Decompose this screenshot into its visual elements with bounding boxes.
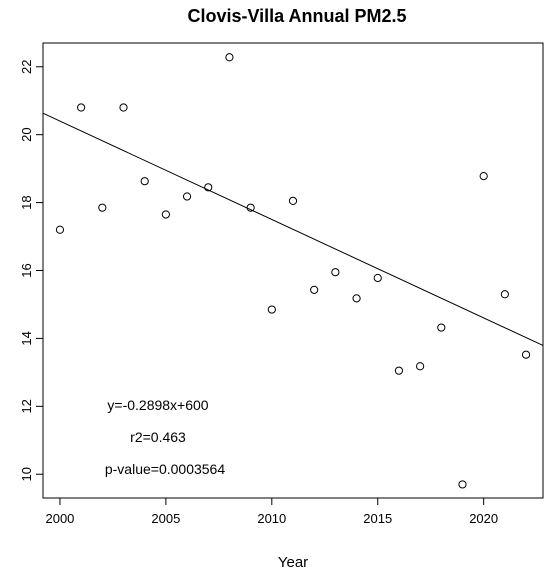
x-tick-label: 2000 (45, 511, 74, 526)
r2-value: r2=0.463 (130, 429, 186, 445)
x-tick-label: 2020 (469, 511, 498, 526)
x-axis-label: Year (278, 554, 308, 571)
y-tick-label: 14 (19, 331, 34, 345)
data-point (161, 210, 170, 219)
data-point (204, 183, 213, 192)
data-point (119, 103, 128, 112)
regression-equation: y=-0.2898x+600 (107, 397, 208, 413)
data-point (500, 290, 509, 299)
data-point (437, 323, 446, 332)
data-point (373, 273, 382, 283)
data-point (331, 268, 340, 277)
x-tick-label: 2005 (151, 511, 180, 526)
data-point (77, 103, 86, 112)
y-tick-label: 16 (19, 263, 34, 277)
data-point (225, 53, 234, 62)
x-tick-label: 2015 (363, 511, 392, 526)
y-tick-label: 18 (19, 195, 34, 209)
chart-title: Clovis-Villa Annual PM2.5 (187, 6, 406, 26)
data-point (394, 366, 404, 375)
data-point (55, 225, 65, 234)
x-tick-label: 2010 (257, 511, 286, 526)
data-point (352, 294, 361, 303)
data-point (246, 203, 255, 212)
p-value: p-value=0.0003564 (105, 461, 225, 477)
y-tick-label: 22 (19, 60, 34, 74)
data-point (521, 350, 531, 359)
y-tick-label: 20 (19, 127, 34, 141)
data-point (98, 203, 107, 212)
regression-layer (42, 112, 544, 346)
data-point (479, 172, 488, 181)
data-point (267, 305, 276, 314)
data-point (458, 480, 467, 489)
data-point (182, 192, 192, 201)
regression-line (42, 112, 544, 346)
y-tick-label: 12 (19, 399, 34, 413)
x-axis: 2000 2005 2010 2015 2020 (45, 498, 498, 526)
data-point (288, 196, 298, 205)
data-points (55, 53, 531, 489)
data-point (310, 285, 319, 294)
data-point (416, 362, 425, 371)
y-tick-label: 10 (19, 467, 34, 481)
plot-frame (42, 42, 544, 499)
y-axis: 10 12 14 16 18 20 22 (19, 60, 43, 481)
data-point (140, 177, 149, 186)
